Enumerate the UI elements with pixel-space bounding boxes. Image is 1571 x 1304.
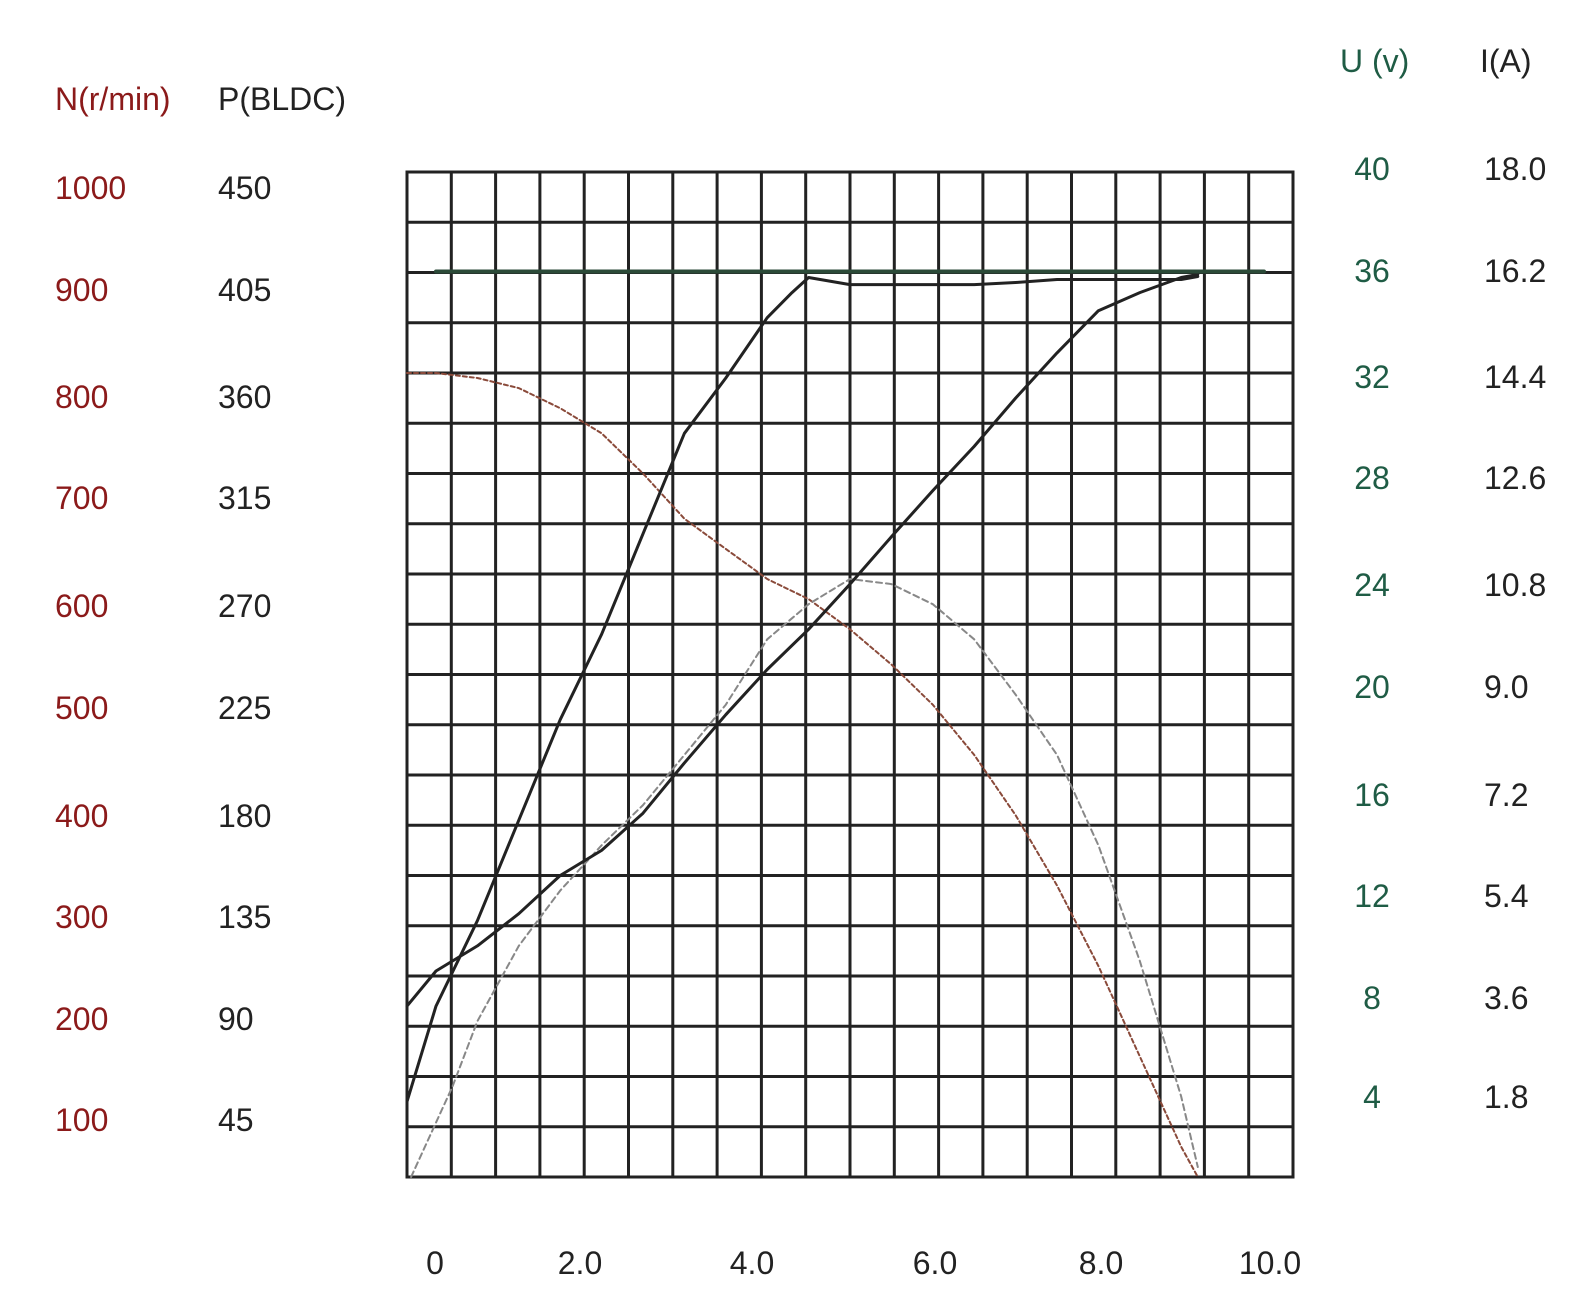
x-tick-label: 10.0 [1239,1245,1301,1281]
x-tick-label: 2.0 [558,1245,602,1281]
power-tick-label: 225 [218,690,271,726]
current-tick-label: 5.4 [1484,878,1528,914]
speed-tick-label: 1000 [55,170,126,206]
speed-tick-label: 500 [55,690,108,726]
x-tick-label: 4.0 [730,1245,774,1281]
right-current-axis-header: I(A) [1480,43,1532,79]
power-tick-label: 90 [218,1001,254,1037]
current-tick-label: 14.4 [1484,359,1546,395]
series-line-current [405,275,1200,1104]
voltage-tick-label: 20 [1354,669,1390,705]
plot-grid [405,170,1295,1179]
power-tick-label: 360 [218,379,271,415]
left-power-axis-header: P(BLDC) [218,81,346,117]
speed-tick-label: 800 [55,379,108,415]
voltage-tick-label: 4 [1363,1079,1381,1115]
right-voltage-axis-header: U (v) [1340,43,1409,79]
speed-tick-label: 700 [55,480,108,516]
current-tick-label: 10.8 [1484,567,1546,603]
current-tick-label: 18.0 [1484,151,1546,187]
voltage-tick-label: 32 [1354,359,1390,395]
power-tick-label: 270 [218,588,271,624]
plot-series [405,269,1266,1178]
x-tick-label: 0 [426,1245,444,1281]
voltage-tick-label: 28 [1354,460,1390,496]
power-tick-label: 135 [218,899,271,935]
current-tick-label: 12.6 [1484,460,1546,496]
current-tick-label: 7.2 [1484,777,1528,813]
speed-tick-label: 200 [55,1001,108,1037]
voltage-tick-label: 12 [1354,878,1390,914]
series-line-speed [406,372,1199,1178]
current-tick-label: 1.8 [1484,1079,1528,1115]
current-tick-label: 16.2 [1484,253,1546,289]
header-labels: N(r/min) P(BLDC) U (v) I(A) [55,43,1532,117]
current-tick-label: 3.6 [1484,980,1528,1016]
power-tick-label: 180 [218,798,271,834]
speed-tick-label: 900 [55,272,108,308]
voltage-tick-label: 40 [1354,151,1390,187]
voltage-tick-label: 24 [1354,567,1390,603]
x-tick-label: 6.0 [913,1245,957,1281]
series-line-power [405,273,1200,1008]
power-tick-label: 45 [218,1102,254,1138]
speed-tick-label: 100 [55,1102,108,1138]
voltage-tick-label: 36 [1354,253,1390,289]
voltage-tick-label: 16 [1354,777,1390,813]
voltage-tick-label: 8 [1363,980,1381,1016]
power-tick-label: 315 [218,480,271,516]
power-tick-label: 405 [218,272,271,308]
series-line-efficiency [410,578,1199,1178]
power-tick-label: 450 [218,170,271,206]
tick-labels: 1000900800700600500400300200100450405360… [55,151,1546,1281]
x-tick-label: 8.0 [1079,1245,1123,1281]
current-tick-label: 9.0 [1484,669,1528,705]
speed-tick-label: 400 [55,798,108,834]
speed-tick-label: 600 [55,588,108,624]
left-speed-axis-header: N(r/min) [55,81,171,117]
speed-tick-label: 300 [55,899,108,935]
